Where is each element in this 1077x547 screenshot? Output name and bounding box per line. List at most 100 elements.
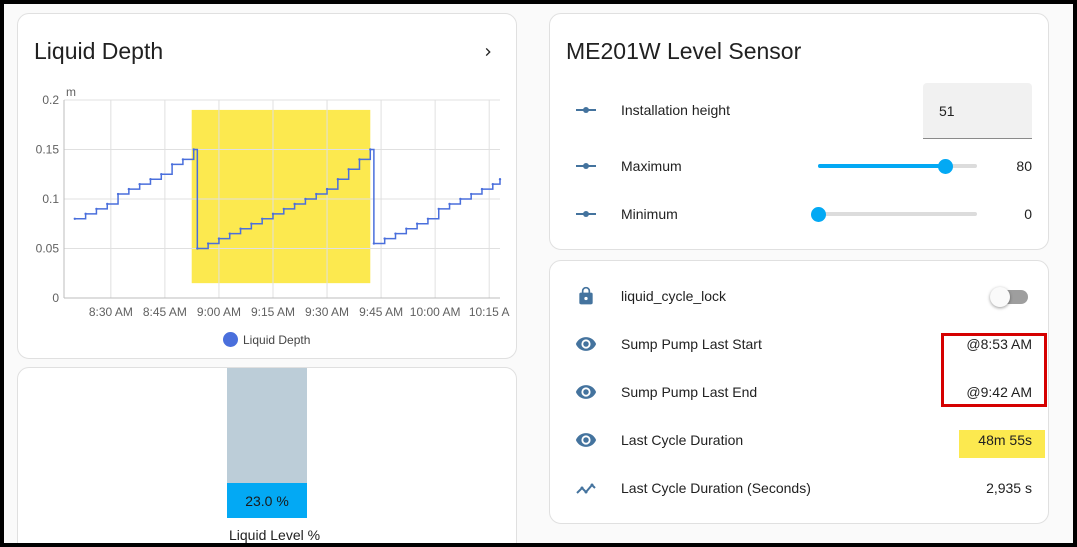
minimum-label: Minimum xyxy=(621,206,678,222)
data-point xyxy=(149,178,152,181)
data-point xyxy=(228,232,231,235)
data-point xyxy=(116,192,120,196)
liquid-depth-card[interactable]: Liquid Depth 0 0.05 0.1 0.15 0.2 8:30 AM 8:45 … xyxy=(17,13,517,359)
data-point xyxy=(336,178,340,181)
data-point xyxy=(84,212,87,216)
chevron-right-icon[interactable] xyxy=(480,40,496,66)
data-point xyxy=(138,182,141,186)
last-start-label: Sump Pump Last Start xyxy=(621,336,762,352)
data-point xyxy=(315,192,318,196)
data-point xyxy=(415,222,419,225)
liquid-level-card[interactable]: 23.0 % Liquid Level % xyxy=(17,367,517,543)
y-tick-label: 0.1 xyxy=(42,192,59,206)
highlight-box-red xyxy=(941,333,1047,407)
level-value: 23.0 % xyxy=(245,492,289,509)
data-point xyxy=(282,207,286,211)
data-point xyxy=(250,222,253,225)
data-point xyxy=(347,168,350,171)
installation-height-label: Installation height xyxy=(621,102,730,118)
status-card: liquid_cycle_lock Sump Pump Last Start @… xyxy=(549,260,1049,524)
data-point xyxy=(206,242,210,245)
data-point xyxy=(181,158,185,161)
ray-vertex-icon xyxy=(574,202,598,226)
data-point xyxy=(448,202,451,206)
data-point xyxy=(260,217,264,220)
data-point xyxy=(73,217,77,220)
data-point xyxy=(192,148,195,151)
maximum-label: Maximum xyxy=(621,158,682,174)
duration-value: 48m 55s xyxy=(978,432,1032,448)
y-tick-label: 0.2 xyxy=(42,93,59,107)
duration-seconds-label: Last Cycle Duration (Seconds) xyxy=(621,480,811,496)
data-point xyxy=(293,202,296,206)
highlight-box-yellow xyxy=(959,430,1045,458)
data-point xyxy=(358,158,361,161)
data-point xyxy=(459,197,462,201)
data-point xyxy=(271,212,275,216)
data-point xyxy=(480,187,484,191)
data-point xyxy=(372,242,376,245)
x-tick-label: 9:00 AM xyxy=(197,305,241,319)
maximum-slider-fill xyxy=(818,164,946,168)
data-point xyxy=(369,148,372,151)
y-tick-label: 0.15 xyxy=(36,143,60,157)
level-caption: Liquid Level % xyxy=(229,527,321,543)
lock-label: liquid_cycle_lock xyxy=(621,288,727,304)
ray-vertex-icon xyxy=(574,98,598,122)
x-tick-label: 9:30 AM xyxy=(305,305,349,319)
card-title: ME201W Level Sensor xyxy=(566,38,802,64)
minimum-slider-thumb[interactable] xyxy=(811,207,826,222)
data-point xyxy=(304,197,307,201)
data-point xyxy=(106,202,109,206)
highlight-region xyxy=(191,109,371,284)
liquid-depth-chart[interactable]: 0 0.05 0.1 0.15 0.2 8:30 AM 8:45 AM 9:00 AM 9:15… xyxy=(18,14,518,360)
legend-label: Liquid Depth xyxy=(243,333,311,347)
chart-line-variant-icon xyxy=(574,476,598,500)
data-point xyxy=(196,247,199,250)
data-point xyxy=(426,217,430,220)
data-point xyxy=(95,207,98,211)
lock-icon xyxy=(574,284,598,308)
x-tick-label: 8:30 AM xyxy=(89,305,133,319)
maximum-value: 80 xyxy=(1016,158,1032,174)
data-point xyxy=(394,232,397,235)
x-tick-label: 10:00 AM xyxy=(410,305,461,319)
last-start-value: @8:53 AM xyxy=(966,336,1032,352)
duration-seconds-value: 2,935 s xyxy=(986,480,1032,496)
y-tick-label: 0.05 xyxy=(36,242,60,256)
data-point xyxy=(491,182,494,186)
duration-label: Last Cycle Duration xyxy=(621,432,744,448)
minimum-value: 0 xyxy=(1024,206,1032,222)
last-end-value: @9:42 AM xyxy=(966,384,1032,400)
eye-icon xyxy=(574,332,598,356)
x-tick-label: 9:15 AM xyxy=(251,305,295,319)
card-title: Liquid Depth xyxy=(34,38,164,64)
data-point xyxy=(170,163,174,166)
level-sensor-card: ME201W Level Sensor Installation height … xyxy=(549,13,1049,250)
x-tick-label: 10:15 A xyxy=(469,305,510,319)
eye-icon xyxy=(574,380,598,404)
maximum-slider-thumb[interactable] xyxy=(938,159,954,174)
level-bar-fill: 23.0 % xyxy=(227,483,307,518)
eye-icon xyxy=(574,428,598,452)
minimum-slider[interactable] xyxy=(818,212,977,216)
data-point xyxy=(239,227,242,230)
lock-toggle-thumb[interactable] xyxy=(990,287,1010,307)
data-point xyxy=(160,173,163,176)
legend-dot xyxy=(223,332,238,347)
dashboard: Liquid Depth 0 0.05 0.1 0.15 0.2 8:30 AM 8:45 … xyxy=(4,4,1073,543)
data-point xyxy=(383,237,386,240)
series-line xyxy=(74,148,501,250)
installation-height-input[interactable]: 51 xyxy=(923,83,1032,139)
last-end-label: Sump Pump Last End xyxy=(621,384,758,400)
x-tick-label: 9:45 AM xyxy=(359,305,403,319)
ray-vertex-icon xyxy=(574,154,598,178)
data-point xyxy=(437,207,440,211)
data-point xyxy=(217,237,221,240)
y-axis-unit: m xyxy=(66,85,76,99)
data-point xyxy=(469,192,473,196)
y-tick-label: 0 xyxy=(52,291,59,305)
data-point xyxy=(325,187,329,191)
x-tick-label: 8:45 AM xyxy=(143,305,187,319)
data-point xyxy=(405,227,408,230)
